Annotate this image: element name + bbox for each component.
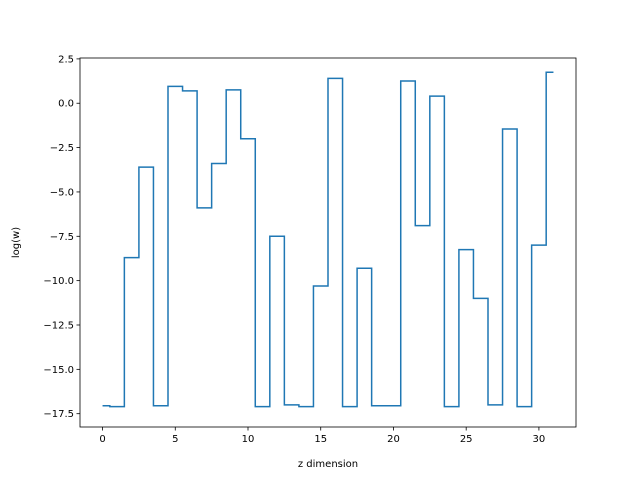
y-tick-label: −17.5 (43, 409, 74, 420)
y-tick-label: −12.5 (43, 320, 74, 331)
y-tick-label: −2.5 (50, 143, 74, 154)
x-axis: 0 5 10 15 20 25 30 (99, 427, 545, 445)
x-tick-label: 10 (242, 434, 255, 445)
x-tick-label: 0 (99, 434, 105, 445)
y-tick-label: 0.0 (58, 99, 74, 110)
x-tick-label: 25 (460, 434, 473, 445)
x-tick-label: 15 (314, 434, 327, 445)
x-tick-label: 20 (387, 434, 400, 445)
x-axis-label: z dimension (298, 459, 358, 470)
series-layer (102, 71, 554, 408)
y-tick-label: −15.0 (43, 365, 74, 376)
y-tick-label: 2.5 (58, 54, 74, 65)
x-tick-label: 5 (172, 434, 178, 445)
y-tick-label: −7.5 (50, 232, 74, 243)
plot-frame (79, 57, 577, 428)
x-tick-label: 30 (533, 434, 546, 445)
y-axis-label: log(w) (11, 227, 22, 258)
y-tick-label: −5.0 (50, 187, 74, 198)
y-tick-label: −10.0 (43, 276, 74, 287)
y-axis: 2.5 0.0 −2.5 −5.0 −7.5 −10.0 −12.5 −15.0 −17.5 (43, 54, 80, 420)
series-line-0 (102, 71, 554, 408)
